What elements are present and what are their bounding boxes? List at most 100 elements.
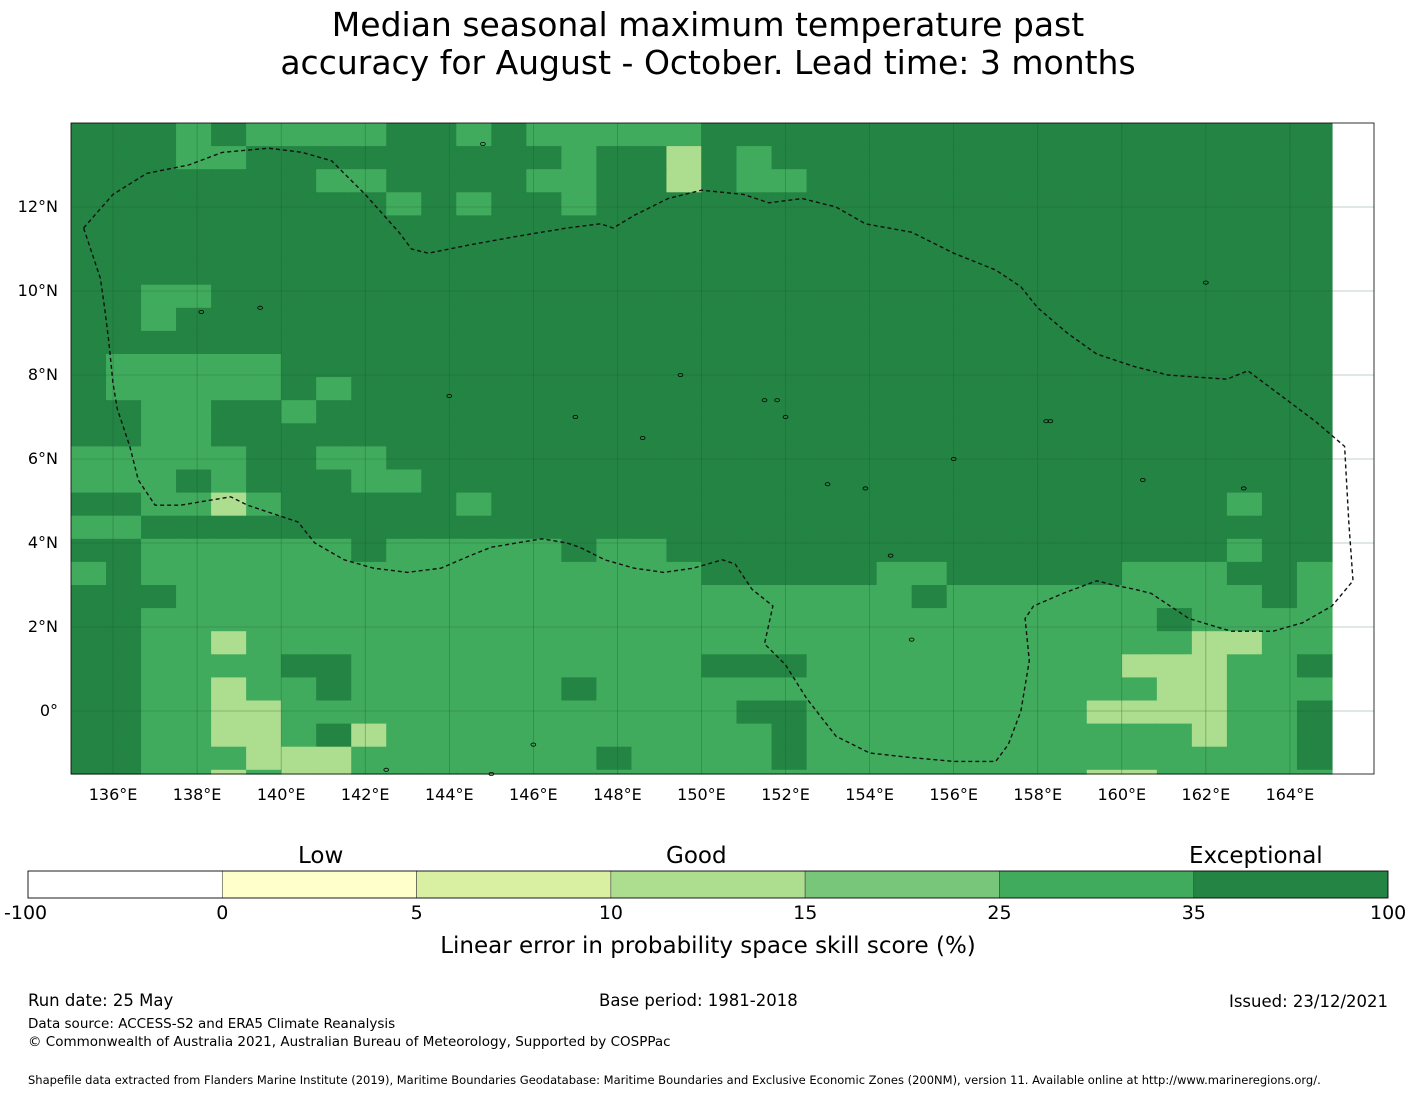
grid-cell (1156, 261, 1193, 286)
grid-cell (1296, 169, 1333, 193)
grid-cell (421, 700, 457, 725)
grid-cell (1296, 469, 1333, 494)
grid-cell (106, 746, 142, 771)
grid-cell (631, 631, 668, 655)
grid-cell (281, 307, 317, 332)
grid-cell (456, 700, 492, 725)
grid-cell (736, 700, 773, 725)
grid-cell (386, 654, 422, 678)
grid-cell (911, 261, 948, 286)
colorbar-segment (416, 870, 612, 899)
grid-cell (701, 746, 738, 771)
grid-cell (841, 654, 878, 678)
grid-cell (1226, 515, 1263, 540)
grid-cell (596, 746, 633, 771)
grid-cell (491, 423, 527, 447)
grid-cell (1261, 769, 1298, 775)
grid-cell (456, 746, 492, 771)
grid-cell (1261, 423, 1298, 447)
grid-cell (421, 400, 457, 424)
grid-cell (701, 538, 738, 563)
grid-cell (1156, 538, 1193, 563)
map-frame (70, 122, 1375, 775)
grid-cell (631, 354, 668, 378)
grid-cell (666, 423, 703, 447)
grid-cell (771, 446, 808, 471)
grid-cell (981, 377, 1018, 401)
colorbar-segment (999, 870, 1195, 899)
grid-cell (1121, 400, 1158, 424)
grid-cell (981, 261, 1018, 286)
grid-cell (1086, 677, 1123, 702)
grid-cell (876, 215, 913, 240)
grid-cell (1016, 215, 1053, 240)
grid-cell (911, 446, 948, 471)
grid-cell (981, 446, 1018, 471)
grid-cell (1191, 654, 1228, 678)
grid-cell (71, 146, 107, 170)
grid-cell (841, 469, 878, 494)
grid-cell (456, 123, 492, 147)
grid-cell (106, 423, 142, 447)
grid-cell (1156, 192, 1193, 216)
chart-title: Median seasonal maximum temperature past… (0, 6, 1416, 82)
grid-cell (106, 192, 142, 216)
grid-cell (876, 769, 913, 775)
grid-cell (1296, 330, 1333, 355)
grid-cell (666, 400, 703, 424)
grid-cell (281, 446, 317, 471)
grid-cell (141, 192, 177, 216)
grid-cell (561, 192, 597, 216)
grid-cell (1051, 446, 1088, 471)
grid-cell (211, 723, 247, 748)
grid-cell (176, 192, 212, 216)
grid-cell (631, 677, 668, 702)
grid-cell (1191, 215, 1228, 240)
colorbar-title: Linear error in probability space skill … (440, 933, 976, 959)
grid-cell (596, 515, 633, 540)
grid-cell (1086, 307, 1123, 332)
grid-cell (141, 446, 177, 471)
grid-cell (946, 515, 983, 540)
grid-cell (106, 538, 142, 563)
grid-cell (246, 492, 282, 517)
grid-cell (316, 631, 352, 655)
grid-cell (211, 700, 247, 725)
grid-cell (771, 354, 808, 378)
longitude-label: 156°E (929, 785, 978, 804)
grid-cell (1296, 192, 1333, 216)
grid-cell (526, 538, 562, 563)
grid-cell (491, 123, 527, 147)
grid-cell (736, 631, 773, 655)
grid-cell (701, 654, 738, 678)
island-outline (908, 637, 915, 642)
grid-cell (771, 423, 808, 447)
grid-cell (316, 215, 352, 240)
grid-cell (176, 561, 212, 586)
category-exceptional: Exceptional (1189, 843, 1323, 869)
grid-cell (771, 284, 808, 309)
grid-cell (1016, 400, 1053, 424)
grid-cell (176, 330, 212, 355)
grid-cell (736, 515, 773, 540)
grid-cell (386, 238, 422, 263)
grid-cell (876, 400, 913, 424)
grid-cell (386, 123, 422, 147)
grid-cell (771, 146, 808, 170)
grid-cell (491, 608, 527, 632)
grid-cell (771, 169, 808, 193)
grid-cell (281, 746, 317, 771)
grid-cell (981, 192, 1018, 216)
grid-cell (1016, 307, 1053, 332)
grid-cell (911, 677, 948, 702)
grid-cell (246, 538, 282, 563)
grid-cell (1086, 538, 1123, 563)
grid-cell (456, 307, 492, 332)
latitude-label: 0° (39, 701, 58, 720)
grid-cell (491, 469, 527, 494)
grid-cell (71, 700, 107, 725)
grid-cell (246, 423, 282, 447)
grid-cell (806, 446, 843, 471)
grid-cell (1086, 169, 1123, 193)
